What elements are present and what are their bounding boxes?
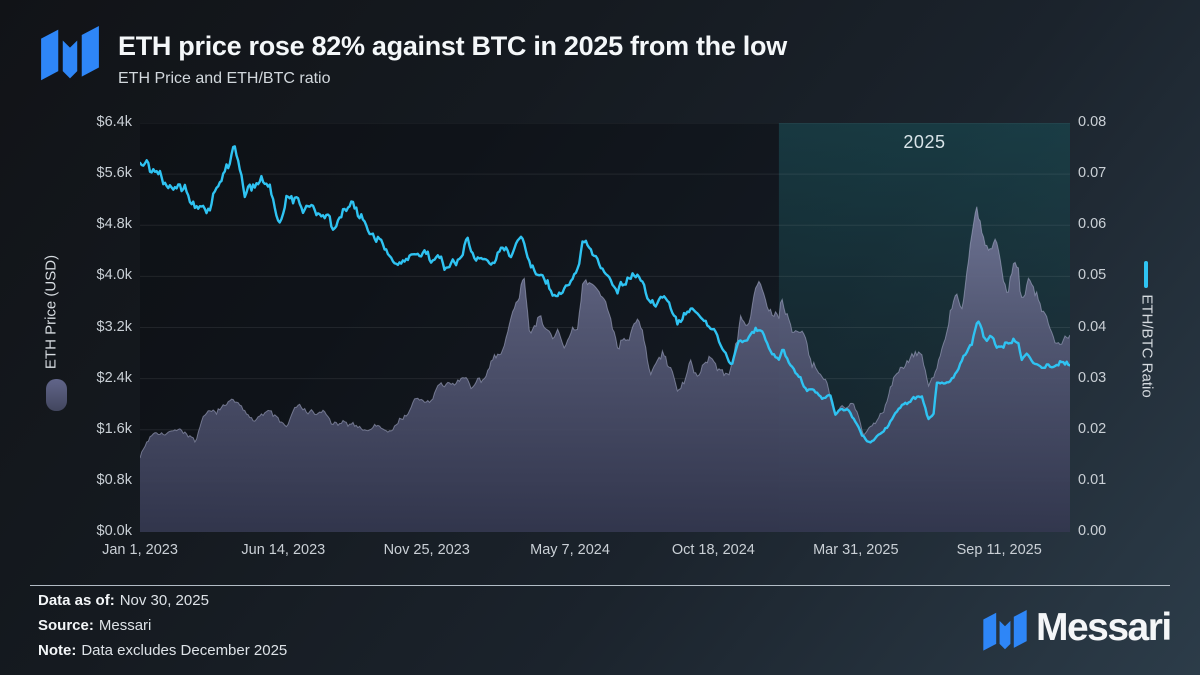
- eth-price-legend-marker: [46, 379, 67, 411]
- footer-source: Source: Messari: [38, 617, 151, 634]
- messari-wordmark: Messari: [1036, 606, 1172, 649]
- chart-title: ETH price rose 82% against BTC in 2025 f…: [118, 31, 787, 61]
- right-axis-tick-label: 0.06: [1078, 216, 1107, 233]
- right-axis-tick-label: 0.04: [1078, 318, 1107, 335]
- right-axis-tick-label: 0.07: [1078, 165, 1107, 182]
- right-axis-tick-label: 0.05: [1078, 267, 1107, 284]
- x-axis-tick-label: Jan 1, 2023: [102, 542, 178, 558]
- x-axis-tick-label: Oct 18, 2024: [671, 542, 755, 558]
- right-axis-tick-label: 0.00: [1078, 523, 1107, 539]
- left-axis-tick-label: $0.8k: [96, 471, 132, 488]
- right-axis-title: ETH/BTC Ratio: [1138, 294, 1156, 398]
- annotation-2025-label: 2025: [903, 132, 946, 152]
- left-axis-tick-label: $2.4k: [96, 369, 132, 386]
- data-as-of-value: Nov 30, 2025: [119, 592, 209, 609]
- footer-divider: [30, 585, 1170, 586]
- footer-note: Note: Data excludes December 2025: [38, 642, 287, 659]
- note-label: Note:: [38, 642, 77, 659]
- left-axis-tick-label: $5.6k: [96, 165, 132, 182]
- right-axis-tick-label: 0.08: [1078, 114, 1107, 130]
- source-label: Source:: [38, 617, 94, 634]
- x-axis-tick-label: Nov 25, 2023: [383, 542, 470, 558]
- chart-subtitle: ETH Price and ETH/BTC ratio: [118, 70, 331, 87]
- right-axis-tick-label: 0.01: [1078, 471, 1107, 488]
- note-value: Data excludes December 2025: [81, 642, 288, 659]
- x-axis-tick-label: May 7, 2024: [530, 542, 610, 558]
- chart-canvas: [140, 123, 1070, 532]
- left-axis-tick-label: $6.4k: [96, 114, 132, 130]
- left-axis-tick-label: $4.8k: [96, 216, 132, 233]
- left-axis-tick-label: $1.6k: [96, 420, 132, 437]
- data-as-of-label: Data as of:: [38, 592, 115, 609]
- eth-btc-ratio-legend-marker: [1144, 261, 1148, 288]
- messari-logo-icon: [41, 26, 99, 81]
- x-axis-tick-label: Jun 14, 2023: [241, 542, 326, 558]
- left-axis-tick-label: $0.0k: [96, 523, 132, 539]
- x-axis-tick-label: Sep 11, 2025: [956, 542, 1042, 558]
- footer-data-as-of: Data as of: Nov 30, 2025: [38, 592, 209, 609]
- chart-plot: [140, 123, 1070, 532]
- left-axis-tick-label: $3.2k: [96, 318, 132, 335]
- messari-logo-icon: [983, 610, 1027, 651]
- right-axis-tick-label: 0.03: [1078, 369, 1107, 386]
- left-axis-tick-label: $4.0k: [96, 267, 132, 284]
- source-value: Messari: [98, 617, 152, 634]
- right-axis-tick-label: 0.02: [1078, 420, 1107, 437]
- x-axis-tick-label: Mar 31, 2025: [813, 542, 899, 558]
